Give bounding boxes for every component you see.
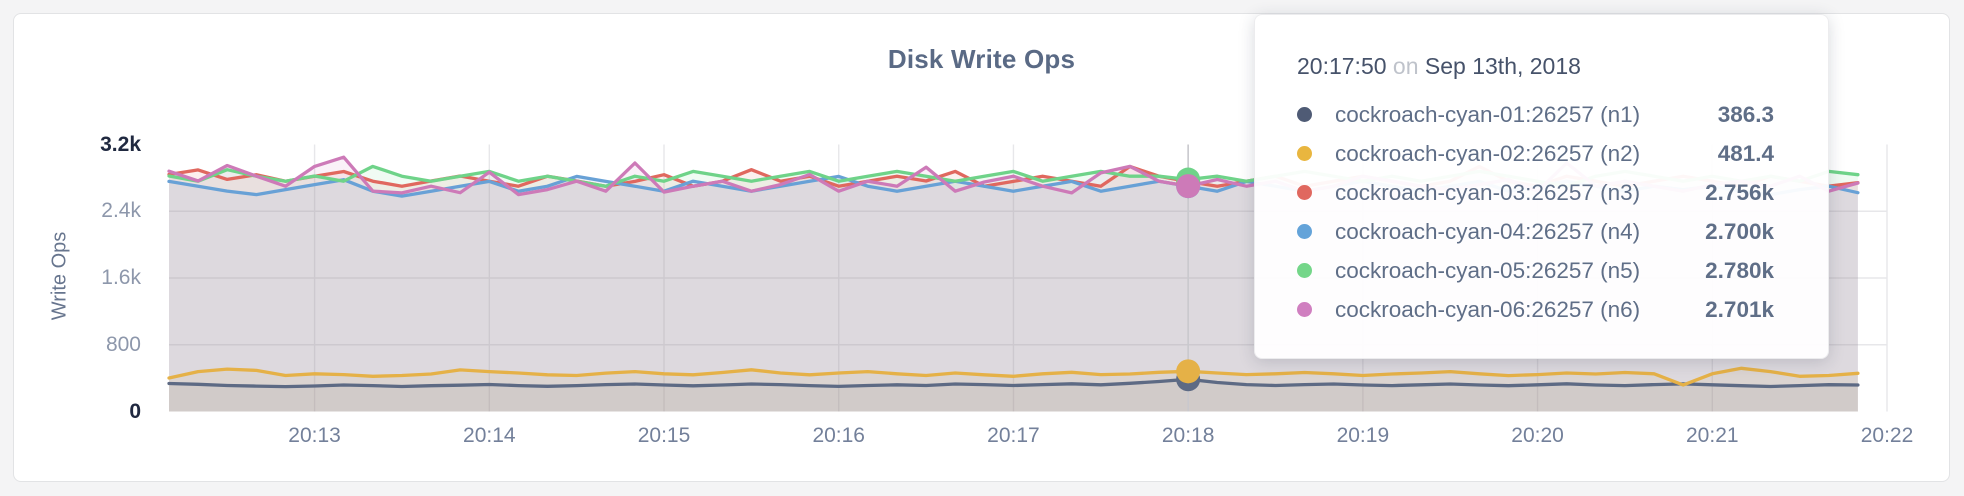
series-label: cockroach-cyan-06:26257 (n6) xyxy=(1335,296,1641,322)
series-area xyxy=(169,368,1858,412)
series-value: 2.780k xyxy=(1705,257,1774,283)
series-color-dot xyxy=(1297,302,1312,317)
hover-point[interactable] xyxy=(1176,174,1201,199)
tooltip-timestamp: 20:17:50 on Sep 13th, 2018 xyxy=(1297,49,1774,83)
series-line xyxy=(167,366,1860,387)
series-color-dot xyxy=(1297,107,1312,122)
tooltip-series-row: cockroach-cyan-03:26257 (n3) 2.756k xyxy=(1297,173,1774,212)
chart-title: Disk Write Ops xyxy=(887,44,1076,74)
metric-chart-card: Disk Write Ops Write Ops 0 800 1.6k 2.4k 3.2… xyxy=(13,13,1950,482)
tooltip-series-row: cockroach-cyan-02:26257 (n2) 481.4 xyxy=(1297,134,1774,173)
x-tick-label: 20:19 xyxy=(1336,424,1390,447)
x-tick-label: 20:16 xyxy=(812,424,865,447)
hover-point[interactable] xyxy=(1176,359,1201,384)
tooltip-time: 20:17:50 xyxy=(1297,53,1387,79)
y-tick-label: 1.6k xyxy=(101,266,141,289)
x-tick-label: 20:20 xyxy=(1511,424,1564,447)
chart-tooltip: 20:17:50 on Sep 13th, 2018 cockroach-cya… xyxy=(1254,14,1829,359)
series-value: 2.756k xyxy=(1705,179,1774,205)
tooltip-series-row: cockroach-cyan-01:26257 (n1) 386.3 xyxy=(1297,95,1774,134)
tooltip-series-row: cockroach-cyan-06:26257 (n6) 2.701k xyxy=(1297,290,1774,329)
x-tick-label: 20:22 xyxy=(1860,424,1914,447)
series-color-dot xyxy=(1297,185,1312,200)
hover-layer xyxy=(1176,144,1201,412)
y-tick-label: 3.2k xyxy=(100,132,141,156)
tooltip-on-word: on xyxy=(1392,53,1419,79)
x-tick-label: 20:21 xyxy=(1686,424,1739,447)
x-tick-label: 20:14 xyxy=(463,424,516,447)
x-tick-label: 20:13 xyxy=(288,424,341,447)
series-color-dot xyxy=(1297,224,1312,239)
series-line xyxy=(167,377,1860,389)
y-tick-label: 0 xyxy=(129,399,141,423)
series-label: cockroach-cyan-03:26257 (n3) xyxy=(1335,179,1641,205)
series-value: 386.3 xyxy=(1717,101,1774,127)
series-value: 481.4 xyxy=(1717,140,1774,166)
series-color-dot xyxy=(1297,263,1312,278)
x-tick-label: 20:17 xyxy=(987,424,1040,447)
series-value: 2.700k xyxy=(1705,218,1774,244)
tooltip-date: Sep 13th, 2018 xyxy=(1424,53,1581,79)
tooltip-series-row: cockroach-cyan-04:26257 (n4) 2.700k xyxy=(1297,212,1774,251)
x-tick-label: 20:15 xyxy=(637,424,691,447)
series-color-dot xyxy=(1297,146,1312,161)
series-label: cockroach-cyan-04:26257 (n4) xyxy=(1335,218,1641,244)
tooltip-series-row: cockroach-cyan-05:26257 (n5) 2.780k xyxy=(1297,251,1774,290)
series-label: cockroach-cyan-05:26257 (n5) xyxy=(1335,257,1641,283)
y-tick-label: 2.4k xyxy=(101,199,141,223)
series-label: cockroach-cyan-01:26257 (n1) xyxy=(1335,101,1641,127)
series-area xyxy=(169,379,1858,412)
series-value: 2.701k xyxy=(1705,296,1774,322)
y-tick-label: 800 xyxy=(105,332,141,356)
x-tick-label: 20:18 xyxy=(1161,424,1215,447)
series-label: cockroach-cyan-02:26257 (n2) xyxy=(1335,140,1641,166)
